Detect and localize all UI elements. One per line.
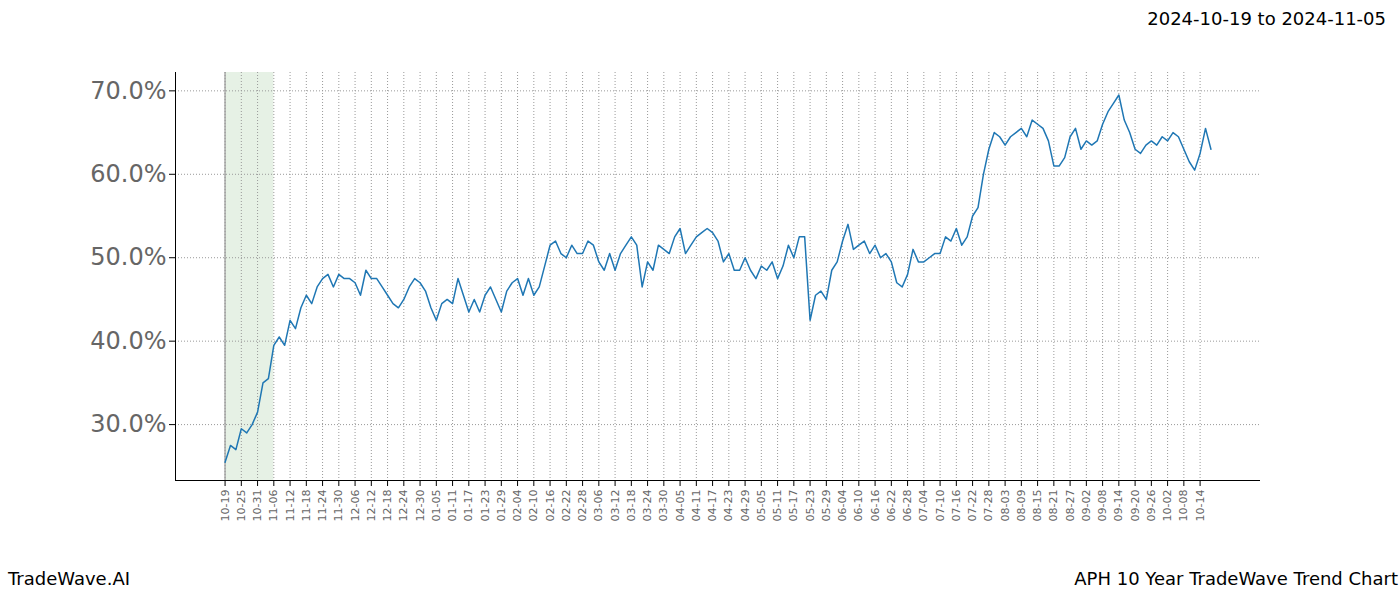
svg-text:06-10: 06-10 [852,490,865,522]
svg-text:06-16: 06-16 [869,490,882,522]
svg-text:11-12: 11-12 [284,490,297,522]
svg-text:06-22: 06-22 [885,490,898,522]
svg-text:09-14: 09-14 [1112,490,1125,522]
svg-text:08-21: 08-21 [1047,490,1060,522]
svg-text:12-12: 12-12 [365,490,378,522]
svg-text:03-30: 03-30 [657,490,670,522]
svg-text:07-16: 07-16 [950,490,963,522]
svg-text:01-11: 01-11 [446,490,459,522]
svg-text:01-23: 01-23 [479,490,492,522]
svg-text:04-29: 04-29 [739,490,752,522]
html-text:APH 10 Year TradeWave Trend Ch: APH 10 Year TradeWave Trend Chart [1074,567,1398,589]
svg-text:12-30: 12-30 [414,490,427,522]
svg-text:07-28: 07-28 [982,490,995,522]
svg-text:05-11: 05-11 [771,490,784,522]
svg-text:08-03: 08-03 [999,490,1012,522]
svg-text:11-18: 11-18 [300,490,313,522]
svg-text:10-02: 10-02 [1161,490,1174,522]
svg-text:02-16: 02-16 [544,490,557,522]
svg-text:06-28: 06-28 [901,490,914,522]
svg-text:70.0%: 70.0% [90,77,166,105]
svg-text:04-05: 04-05 [674,490,687,522]
svg-text:03-12: 03-12 [609,490,622,522]
svg-text:12-24: 12-24 [397,490,410,522]
svg-text:10-25: 10-25 [235,490,248,522]
svg-text:09-02: 09-02 [1080,490,1093,522]
svg-text:05-29: 05-29 [820,490,833,522]
svg-text:50.0%: 50.0% [90,243,166,271]
svg-text:04-11: 04-11 [690,490,703,522]
svg-text:01-05: 01-05 [430,490,443,522]
svg-text:03-24: 03-24 [641,490,654,522]
svg-text:02-04: 02-04 [511,490,524,522]
svg-text:03-18: 03-18 [625,490,638,522]
svg-text:09-26: 09-26 [1145,490,1158,522]
svg-text:06-04: 06-04 [836,490,849,522]
svg-text:08-27: 08-27 [1064,490,1077,522]
svg-text:05-17: 05-17 [787,490,800,522]
svg-text:09-08: 09-08 [1096,490,1109,522]
svg-text:60.0%: 60.0% [90,160,166,188]
svg-text:02-10: 02-10 [527,490,540,522]
svg-text:03-06: 03-06 [592,490,605,522]
svg-text:04-23: 04-23 [722,490,735,522]
svg-text:04-17: 04-17 [706,490,719,522]
html-text:2024-10-19 to 2024-11-05: 2024-10-19 to 2024-11-05 [1147,7,1386,29]
svg-text:09-20: 09-20 [1129,490,1142,522]
svg-text:08-09: 08-09 [1015,490,1028,522]
svg-text:12-06: 12-06 [349,490,362,522]
svg-text:07-04: 07-04 [917,490,930,522]
svg-text:10-19: 10-19 [219,490,232,522]
svg-text:07-10: 07-10 [934,490,947,522]
svg-text:01-17: 01-17 [462,490,475,522]
svg-text:12-18: 12-18 [381,490,394,522]
svg-text:11-30: 11-30 [332,490,345,522]
svg-text:07-22: 07-22 [966,490,979,522]
svg-text:05-05: 05-05 [755,490,768,522]
svg-text:02-22: 02-22 [560,490,573,522]
svg-text:02-28: 02-28 [576,490,589,522]
svg-text:30.0%: 30.0% [90,410,166,438]
svg-text:05-23: 05-23 [804,490,817,522]
svg-text:11-24: 11-24 [316,490,329,522]
svg-text:08-15: 08-15 [1031,490,1044,522]
html-text:TradeWave.AI: TradeWave.AI [8,567,130,589]
svg-text:01-29: 01-29 [495,490,508,522]
svg-text:11-06: 11-06 [267,490,280,522]
svg-text:10-31: 10-31 [251,490,264,522]
svg-text:10-08: 10-08 [1177,490,1190,522]
svg-text:40.0%: 40.0% [90,327,166,355]
svg-text:10-14: 10-14 [1194,490,1207,522]
